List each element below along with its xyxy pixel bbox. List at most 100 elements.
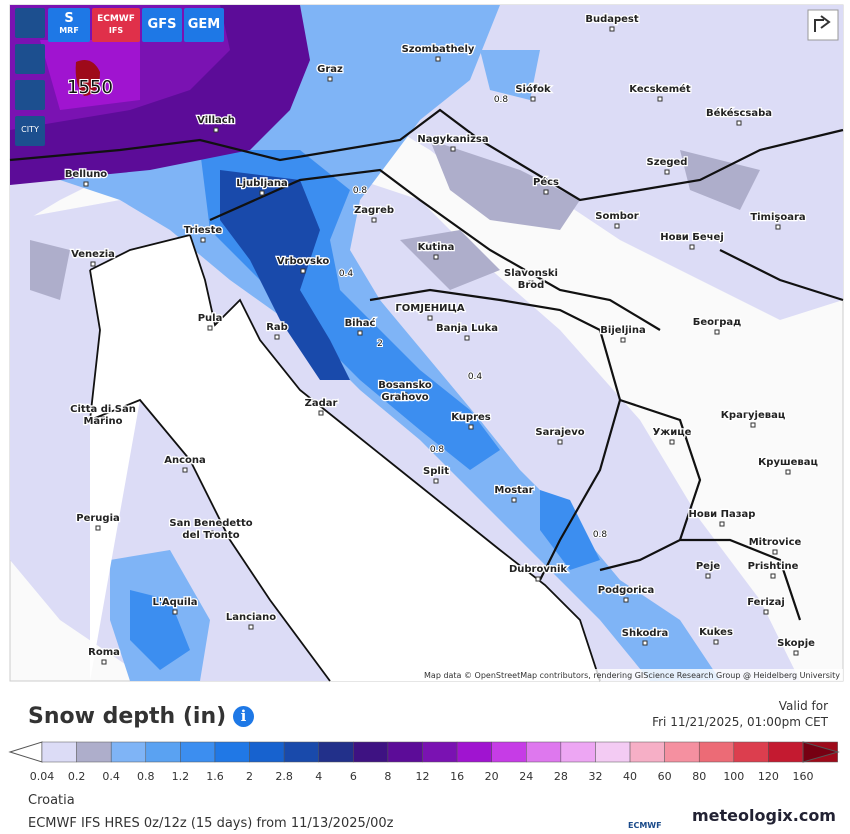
- attribution: Map data © OpenStreetMap contributors, r…: [424, 671, 840, 680]
- scale-label: 2.8: [275, 770, 293, 783]
- scale-segment: [180, 741, 216, 763]
- place-dot: [468, 424, 474, 430]
- place-dot: [200, 237, 206, 243]
- place-label: Zagreb: [354, 205, 394, 216]
- scale-segment: [41, 741, 77, 763]
- place-dot: [433, 478, 439, 484]
- scale-label: 1.2: [172, 770, 190, 783]
- place-label: Belluno: [65, 169, 107, 180]
- scale-label: 40: [623, 770, 637, 783]
- place-dot: [642, 640, 648, 646]
- place-dot: [450, 146, 456, 152]
- scale-label: 28: [554, 770, 568, 783]
- place-dot: [464, 335, 470, 341]
- scale-segment: [249, 741, 285, 763]
- place-dot: [705, 573, 711, 579]
- place-dot: [259, 190, 265, 196]
- coastline: [88, 234, 601, 682]
- scale-label: 6: [350, 770, 357, 783]
- city-button[interactable]: CITY: [15, 116, 45, 146]
- scale-label: 16: [450, 770, 464, 783]
- scale-label: 120: [758, 770, 779, 783]
- place-label: Brod: [518, 280, 545, 291]
- share-button[interactable]: [807, 9, 839, 41]
- place-label: Szombathely: [402, 44, 475, 55]
- place-dot: [530, 96, 536, 102]
- place-dot: [614, 223, 620, 229]
- place-label: Szeged: [647, 157, 688, 168]
- place-label: L'Aquila: [152, 597, 197, 608]
- place-label: Крагујевац: [721, 409, 786, 421]
- zoom-button[interactable]: [15, 80, 45, 110]
- contour-labels: 1550 0.8 0.8 0.4 2 0.4 0.8 0.8: [66, 76, 608, 541]
- place-label: Marino: [83, 416, 122, 427]
- model-button[interactable]: GFS: [142, 8, 182, 42]
- place-label: Békéscsaba: [706, 107, 772, 119]
- scale-label: 160: [793, 770, 814, 783]
- place-label: Siófok: [515, 83, 551, 95]
- place-label: Dubrovnik: [509, 564, 567, 575]
- place-label: Villach: [197, 115, 235, 126]
- model-button[interactable]: S MRF: [48, 8, 90, 42]
- place-label: Vrbovsko: [277, 256, 330, 267]
- contour-label: 0.8: [353, 186, 368, 196]
- place-label: Kecskemét: [629, 83, 691, 95]
- scale-segment: [526, 741, 562, 763]
- place-dot: [248, 624, 254, 630]
- model-button[interactable]: GEM: [184, 8, 224, 42]
- place-label: Banja Luka: [436, 323, 498, 334]
- place-dot: [528, 280, 534, 286]
- scale-arrow-right: [802, 741, 840, 763]
- scale-label: 0.04: [30, 770, 55, 783]
- scale-segment: [76, 741, 112, 763]
- place-label: Bihać: [345, 317, 376, 329]
- place-label: Graz: [317, 64, 343, 75]
- place-label: Roma: [88, 647, 120, 658]
- place-label: Нови Бечеј: [660, 231, 724, 243]
- place-label: Kupres: [451, 412, 491, 423]
- contour-label: 0.8: [430, 445, 445, 455]
- place-dot: [207, 325, 213, 331]
- place-dot: [793, 650, 799, 656]
- info-button[interactable]: i: [233, 706, 254, 727]
- scale-segment: [422, 741, 458, 763]
- place-dot: [620, 337, 626, 343]
- button-text: GEM: [187, 17, 221, 32]
- place-dot: [357, 330, 363, 336]
- scale-label: 8: [384, 770, 391, 783]
- button-subtext: IFS: [108, 26, 124, 35]
- scale-label: 0.2: [68, 770, 86, 783]
- adriatic-sea: [90, 235, 600, 681]
- place-label: Slavonski: [504, 268, 558, 279]
- place-dot: [371, 217, 377, 223]
- place-labels: Budapest Szombathely Graz Siófok Kecskemét Vi…: [64, 13, 819, 665]
- scale-label: 20: [485, 770, 499, 783]
- location-button[interactable]: [15, 44, 45, 74]
- place-label: Kukes: [699, 627, 733, 638]
- place-dot: [511, 497, 517, 503]
- place-label: Nagykanizsa: [417, 134, 488, 145]
- place-dot: [90, 261, 96, 267]
- scale-segment: [560, 741, 596, 763]
- place-dot: [427, 315, 433, 321]
- place-label: ГОМЈЕНИЦА: [395, 303, 464, 314]
- model-button[interactable]: ECMWF IFS: [92, 8, 140, 42]
- contour-label: 0.8: [494, 95, 509, 105]
- scale-segment: [387, 741, 423, 763]
- place-label: Sarajevo: [535, 427, 584, 438]
- button-text: ECMWF: [97, 14, 135, 24]
- button-text: GFS: [147, 17, 177, 32]
- place-label: Timişoara: [750, 212, 805, 223]
- map[interactable]: Budapest Szombathely Graz Siófok Kecskemét Vi…: [0, 0, 850, 684]
- valid-label: Valid for: [778, 699, 828, 713]
- place-label: Bijeljina: [600, 325, 645, 336]
- valid-time: Fri 11/21/2025, 01:00pm CET: [652, 715, 828, 729]
- reload-button[interactable]: [15, 8, 45, 38]
- place-dot: [750, 422, 756, 428]
- place-label: Bosansko: [378, 380, 432, 391]
- contour-label: 0.8: [593, 530, 608, 540]
- place-dot: [435, 56, 441, 62]
- site-logo[interactable]: meteologix.com: [692, 806, 836, 825]
- scale-label: 100: [723, 770, 744, 783]
- place-dot: [402, 392, 408, 398]
